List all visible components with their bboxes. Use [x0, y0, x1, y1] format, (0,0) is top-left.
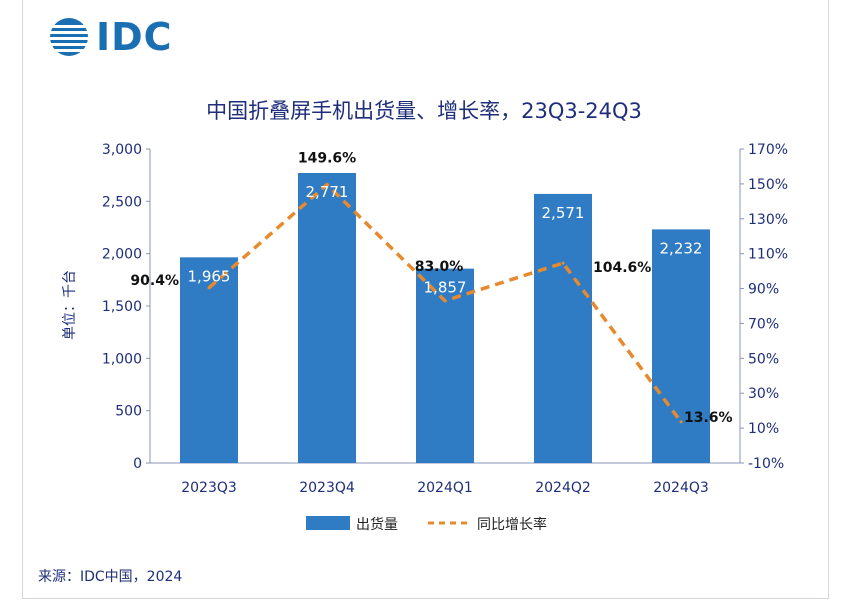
- growth-point: [561, 261, 565, 265]
- right-tick-label: -10%: [748, 456, 784, 472]
- y-axis-label: 单位：千台: [62, 270, 78, 340]
- legend: 出货量 同比增长率: [306, 516, 547, 533]
- growth-point: [443, 299, 447, 303]
- axes: 0 500 1,000 1,500 2,000 2,500 3,000 -10% 10% 30% 5…: [102, 142, 788, 496]
- x-tick-label: 2024Q3: [653, 480, 709, 496]
- x-tick-label: 2023Q4: [299, 480, 355, 496]
- bar-value-label: 2,771: [306, 183, 349, 201]
- x-tick-label: 2024Q1: [417, 480, 473, 496]
- right-tick-label: 150%: [748, 177, 788, 193]
- chart-frame: [22, 0, 829, 599]
- bar-2023Q3: [180, 257, 238, 463]
- growth-point: [207, 286, 211, 290]
- logo-text: IDC: [96, 15, 173, 59]
- right-tick-label: 130%: [748, 212, 788, 228]
- bar-2024Q2: [534, 193, 592, 464]
- growth-value-label: 149.6%: [298, 151, 356, 167]
- left-tick-label: 0: [133, 456, 142, 472]
- chart-title: 中国折叠屏手机出货量、增长率，23Q3-24Q3: [206, 99, 642, 123]
- bars: [180, 172, 710, 464]
- bar-value-label: 2,571: [542, 204, 585, 222]
- x-tick-label: 2024Q2: [535, 480, 591, 496]
- right-tick-label: 110%: [748, 247, 788, 263]
- right-tick-label: 170%: [748, 142, 788, 158]
- growth-line: [207, 182, 683, 424]
- right-tick-label: 70%: [748, 316, 779, 332]
- left-tick-label: 1,000: [102, 351, 142, 367]
- left-tick-label: 500: [115, 404, 142, 420]
- right-tick-label: 50%: [748, 351, 779, 367]
- left-tick-label: 3,000: [102, 142, 142, 158]
- bar-value-label: 2,232: [660, 239, 703, 257]
- growth-value-label: 83.0%: [415, 259, 464, 275]
- growth-point: [325, 183, 329, 187]
- growth-point: [679, 420, 683, 424]
- right-tick-label: 90%: [748, 282, 779, 298]
- right-tick-label: 10%: [748, 421, 779, 437]
- bar-2023Q4: [298, 172, 356, 463]
- right-tick-label: 30%: [748, 386, 779, 402]
- legend-bar-swatch: [306, 516, 350, 530]
- left-tick-label: 2,000: [102, 247, 142, 263]
- globe-icon: [50, 18, 88, 56]
- bar-value-label: 1,857: [424, 279, 467, 297]
- legend-line-label: 同比增长率: [477, 516, 547, 533]
- bar-value-label: 1,965: [188, 267, 231, 285]
- bar-2024Q1: [416, 268, 474, 463]
- legend-bar-label: 出货量: [356, 516, 398, 533]
- growth-value-label: 90.4%: [130, 273, 179, 289]
- x-tick-label: 2023Q3: [181, 480, 237, 496]
- data-labels: 1,965 2,771 1,857 2,571 2,232 90.4% 149.6% 83.0…: [130, 151, 732, 426]
- left-tick-label: 1,500: [102, 299, 142, 315]
- growth-value-label: 104.6%: [593, 260, 651, 276]
- idc-logo: IDC: [48, 15, 173, 59]
- left-tick-label: 2,500: [102, 194, 142, 210]
- source-note: 来源：IDC中国，2024: [38, 569, 183, 585]
- bar-2024Q3: [652, 229, 710, 463]
- growth-value-label: 13.6%: [684, 410, 733, 426]
